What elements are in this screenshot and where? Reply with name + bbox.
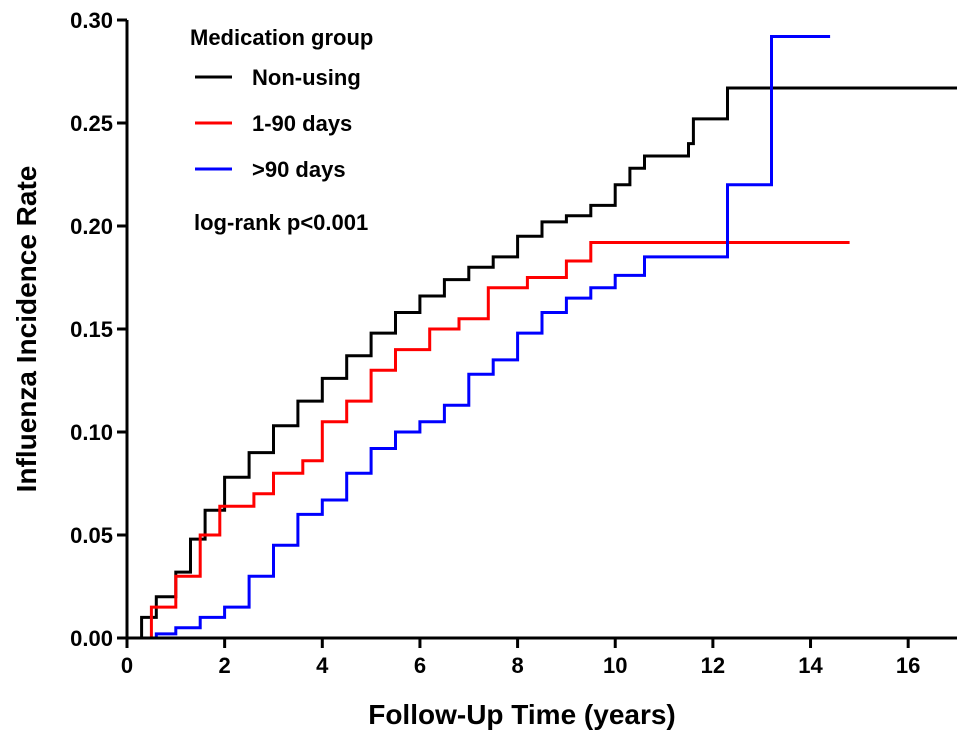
y-tick-label: 0.15 xyxy=(70,317,113,342)
y-tick-label: 0.25 xyxy=(70,111,113,136)
legend: Medication group Non-using 1-90 days >90 d… xyxy=(190,25,373,235)
plot-lines xyxy=(127,35,957,640)
legend-entries: Non-using 1-90 days >90 days xyxy=(195,65,361,182)
y-tick-label: 0.05 xyxy=(70,523,113,548)
y-tick-label: 0.00 xyxy=(70,626,113,651)
x-tick-label: 12 xyxy=(701,653,725,678)
x-tick-label: 2 xyxy=(219,653,231,678)
x-tick-label: 10 xyxy=(603,653,627,678)
y-tick-label: 0.30 xyxy=(70,8,113,33)
legend-label: 1-90 days xyxy=(252,111,352,136)
x-axis-title: Follow-Up Time (years) xyxy=(368,699,676,730)
y-axis-title: Influenza Incidence Rate xyxy=(11,166,42,493)
x-tick-label: 4 xyxy=(316,653,329,678)
x-tick-label: 0 xyxy=(121,653,133,678)
legend-label: >90 days xyxy=(252,157,346,182)
y-tick-label: 0.20 xyxy=(70,214,113,239)
x-tick-label: 6 xyxy=(414,653,426,678)
series-line-90-days xyxy=(127,35,831,640)
log-rank-note: log-rank p<0.001 xyxy=(194,210,368,235)
x-tick-label: 14 xyxy=(798,653,823,678)
legend-title: Medication group xyxy=(190,25,373,50)
y-tick-label: 0.10 xyxy=(70,420,113,445)
series-line-1-90-days xyxy=(127,241,850,640)
y-ticks: 0.00 0.05 0.10 0.15 0.20 0.25 0.30 xyxy=(70,8,127,651)
x-tick-label: 8 xyxy=(511,653,523,678)
x-ticks: 0 2 4 6 8 10 12 14 16 xyxy=(121,638,920,678)
legend-label: Non-using xyxy=(252,65,361,90)
x-tick-label: 16 xyxy=(896,653,920,678)
